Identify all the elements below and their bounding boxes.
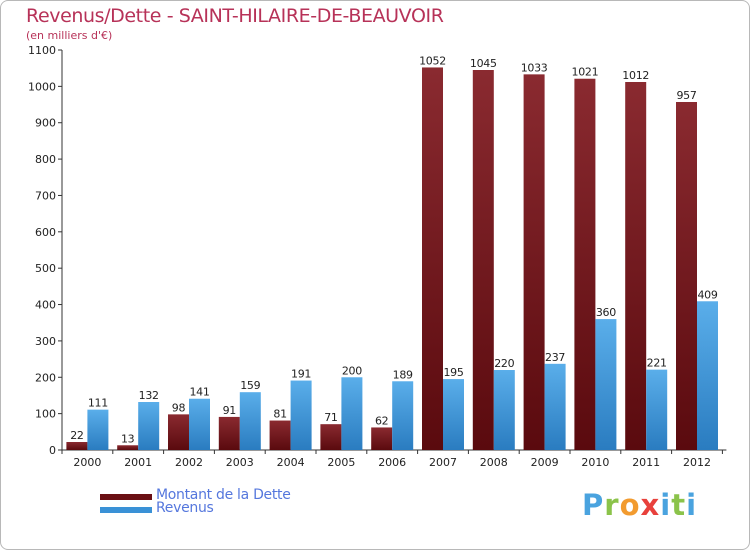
data-label-revenus: 141 xyxy=(189,386,209,399)
y-tick-label: 1000 xyxy=(28,80,56,93)
legend-swatch-dette xyxy=(100,494,152,500)
bar-revenus xyxy=(341,377,363,450)
chart-subtitle: (en milliers d'€) xyxy=(26,29,113,42)
x-tick-label: 2002 xyxy=(175,456,203,469)
bar-dette xyxy=(422,67,443,451)
data-label-revenus: 195 xyxy=(443,366,463,379)
bar-revenus xyxy=(443,379,464,450)
bar-revenus xyxy=(138,402,160,450)
bar-dette xyxy=(218,416,240,450)
bar-dette xyxy=(625,82,647,450)
bar-revenus xyxy=(189,398,210,450)
data-label-dette: 1012 xyxy=(622,69,649,82)
y-tick-label: 0 xyxy=(49,444,56,457)
data-label-dette: 81 xyxy=(273,408,286,421)
bar-dette xyxy=(269,420,291,450)
data-label-dette: 71 xyxy=(324,411,337,424)
data-label-revenus: 111 xyxy=(88,397,108,410)
bars xyxy=(66,67,718,451)
y-tick-label: 600 xyxy=(35,226,56,239)
data-label-revenus: 237 xyxy=(545,351,565,364)
data-label-dette: 22 xyxy=(70,429,83,442)
bar-dette xyxy=(574,78,596,451)
legend-label-dette: Montant de la Dette xyxy=(156,487,291,503)
bar-revenus xyxy=(697,301,718,450)
bar-revenus xyxy=(392,381,414,450)
data-label-dette: 957 xyxy=(676,89,696,102)
y-tick-label: 700 xyxy=(35,189,56,202)
data-label-dette: 98 xyxy=(172,401,186,414)
axes: 0 100 200 300 400 500 600 700 800 900 1000 1100 2000… xyxy=(28,44,727,469)
data-label-dette: 1045 xyxy=(470,57,497,70)
y-tick-label: 100 xyxy=(35,408,56,421)
data-label-dette: 13 xyxy=(121,432,135,445)
data-label-revenus: 191 xyxy=(291,368,311,381)
data-label-dette: 1033 xyxy=(521,61,548,74)
bar-revenus xyxy=(493,370,515,450)
y-tick-label: 400 xyxy=(35,299,56,312)
bar-revenus xyxy=(290,380,312,450)
x-tick-label: 2012 xyxy=(683,456,711,469)
x-tick-label: 2007 xyxy=(429,456,457,469)
x-tick-label: 2006 xyxy=(378,456,406,469)
y-tick-label: 900 xyxy=(35,117,56,130)
x-tick-label: 2001 xyxy=(124,456,152,469)
data-label-revenus: 159 xyxy=(240,379,260,392)
x-tick-label: 2009 xyxy=(531,456,559,469)
y-tick-label: 1100 xyxy=(28,44,56,57)
bar-dette xyxy=(523,74,545,450)
data-label-dette: 91 xyxy=(223,404,236,417)
bar-dette xyxy=(371,427,393,450)
y-tick-label: 500 xyxy=(35,262,56,275)
y-tick-label: 300 xyxy=(35,335,56,348)
bar-dette xyxy=(676,102,697,450)
bar-revenus xyxy=(595,319,617,450)
y-tick-label: 800 xyxy=(35,153,56,166)
data-label-dette: 1021 xyxy=(572,66,599,79)
bar-dette xyxy=(168,414,189,450)
legend-swatch-revenus xyxy=(100,507,152,513)
data-label-revenus: 200 xyxy=(342,364,362,377)
bar-dette xyxy=(472,70,494,450)
data-label-dette: 1052 xyxy=(419,54,446,67)
bar-revenus xyxy=(239,392,261,450)
x-tick-label: 2008 xyxy=(480,456,508,469)
data-label-revenus: 360 xyxy=(596,306,616,319)
bar-revenus xyxy=(544,363,566,450)
data-label-dette: 62 xyxy=(375,414,388,427)
bar-revenus xyxy=(87,409,109,450)
data-label-revenus: 220 xyxy=(494,357,514,370)
data-label-revenus: 221 xyxy=(647,357,667,370)
x-tick-label: 2000 xyxy=(73,456,101,469)
proxiti-logo: Proxiti xyxy=(582,488,698,522)
bar-dette xyxy=(320,424,342,450)
x-tick-label: 2004 xyxy=(277,456,305,469)
chart-title: Revenus/Dette - SAINT-HILAIRE-DE-BEAUVOI… xyxy=(26,5,444,27)
bar-revenus xyxy=(646,369,668,450)
x-tick-label: 2010 xyxy=(581,456,609,469)
data-label-revenus: 189 xyxy=(393,368,413,381)
data-label-revenus: 132 xyxy=(139,389,159,402)
x-tick-label: 2011 xyxy=(632,456,660,469)
x-tick-label: 2003 xyxy=(226,456,254,469)
legend-label-revenus: Revenus xyxy=(156,500,214,516)
bar-dette xyxy=(66,442,88,450)
bar-dette xyxy=(117,445,139,450)
data-label-revenus: 409 xyxy=(697,288,717,301)
y-tick-label: 200 xyxy=(35,371,56,384)
x-tick-label: 2005 xyxy=(327,456,355,469)
